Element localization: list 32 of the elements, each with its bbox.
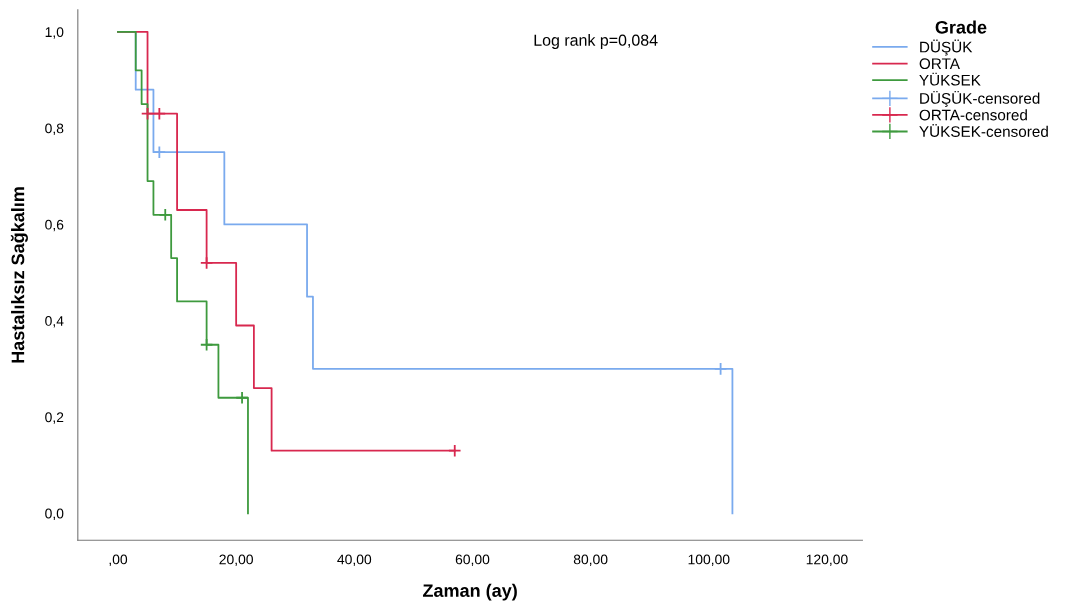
legend-title: Grade <box>935 20 987 34</box>
x-tick-label: ,00 <box>109 554 128 566</box>
legend-label: YÜKSEK <box>919 72 981 86</box>
y-tick-label: 0,0 <box>45 508 64 521</box>
x-tick-label: 80,00 <box>573 554 608 566</box>
legend-label: DÜŞÜK <box>920 39 973 56</box>
point <box>158 208 172 222</box>
point <box>199 338 214 352</box>
annotation: Log rank p=0,084 <box>534 34 658 49</box>
y-tick-label: 1,0 <box>45 27 64 39</box>
y-tick-label: 0,2 <box>45 412 64 424</box>
x-tick-label: 40,00 <box>337 554 372 566</box>
point <box>152 145 167 159</box>
point <box>140 106 155 121</box>
x-tick-label: 20,00 <box>219 554 253 566</box>
point <box>235 391 249 405</box>
y-tick-label: 0,4 <box>45 316 64 328</box>
legend-label: ORTA-censored <box>919 109 1027 121</box>
point <box>152 106 167 121</box>
point <box>199 256 214 270</box>
y-tick-label: 0,6 <box>45 219 64 232</box>
x-axis-title: Zaman (ay) <box>422 583 517 601</box>
point <box>448 443 462 458</box>
y-tick-label: 0,8 <box>45 123 64 135</box>
x-tick-label: 120,00 <box>806 554 848 566</box>
point <box>713 362 728 376</box>
x-tick-label: 100,00 <box>688 554 730 566</box>
y-axis-title: Hastalıksız Sağkalım <box>10 187 28 363</box>
legend-label: DÜŞÜK-censored <box>920 90 1040 107</box>
legend-label: ORTA <box>919 58 960 70</box>
legend-label: YÜKSEK-censored <box>919 124 1048 137</box>
x-tick-label: 60,00 <box>455 554 490 566</box>
